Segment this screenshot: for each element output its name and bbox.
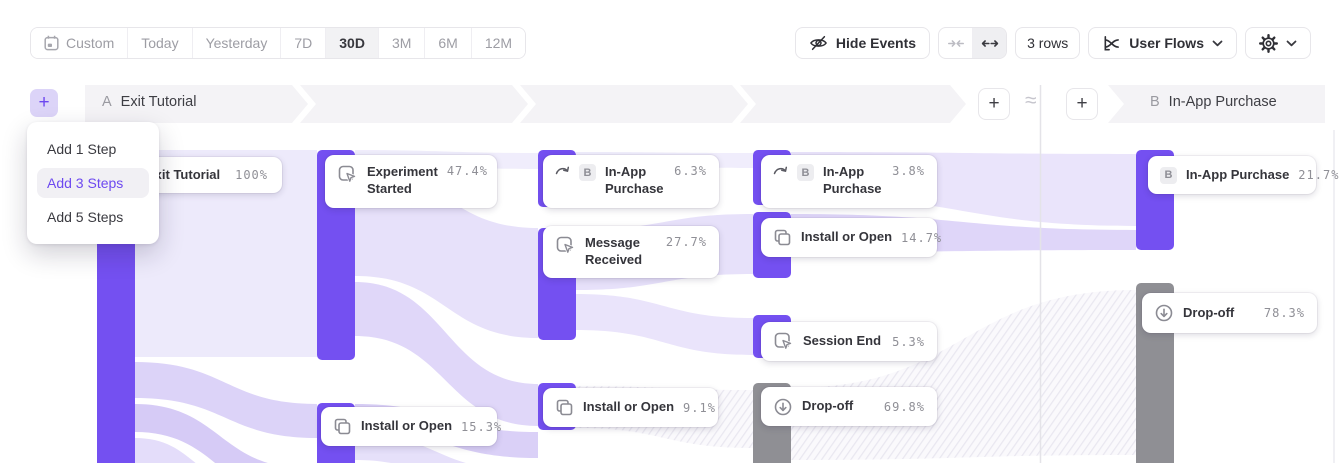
expand-columns-button[interactable] [972,28,1007,58]
date-range-label: Custom [66,35,115,51]
cursor-click-icon [555,235,576,256]
step-title: Exit Tutorial [120,94,197,110]
flow-node-experiment-started[interactable]: Experiment Started 47.4% [325,155,497,208]
menu-item-add-5-steps[interactable]: Add 5 Steps [47,209,124,225]
flows-chart-icon [1102,34,1121,53]
flow-node-in-app-purchase[interactable]: B In-App Purchase 21.7% [1148,156,1338,194]
redo-arrow-icon [555,164,570,177]
hide-events-button[interactable]: Hide Events [794,27,931,59]
event-b-badge: B [579,164,596,181]
date-range-yesterday[interactable]: Yesterday [191,28,281,58]
step-letter: B [1150,94,1160,110]
date-range-custom[interactable]: Custom [31,28,128,58]
flow-node-in-app-purchase[interactable]: B In-App Purchase 6.3% [543,155,719,208]
event-b-badge: B [797,164,814,181]
cursor-click-icon [337,164,358,185]
gear-icon [1259,33,1278,53]
view-selector-label: User Flows [1129,35,1204,51]
step-letter: A [102,94,112,110]
flow-node-install-or-open[interactable]: Install or Open 14.7% [761,218,941,257]
date-range-30d[interactable]: 30D [325,28,378,58]
drop-off-icon [773,397,793,417]
chevron-down-icon [1212,40,1223,47]
toolbar-right-group: Hide Events 3 rows [794,27,1311,59]
redo-arrow-icon [773,164,788,177]
flow-node-in-app-purchase[interactable]: B In-App Purchase 3.8% [761,155,937,208]
add-step-menu: Add 1 Step Add 3 Steps Add 5 Steps [27,122,159,244]
rows-button[interactable]: 3 rows [1015,27,1081,59]
collapse-columns-button[interactable] [939,28,972,58]
date-range-picker: Custom Today Yesterday 7D 30D 3M 6M 12M [30,27,527,59]
flow-node-session-end[interactable]: Session End 5.3% [761,322,937,361]
view-selector-button[interactable]: User Flows [1088,27,1237,59]
add-step-after-a-button[interactable]: + [978,88,1010,120]
add-step-button-active[interactable]: + [30,89,58,117]
cursor-click-icon [773,331,794,352]
flow-node-drop-off[interactable]: Drop-off 69.8% [761,387,937,426]
date-range-12m[interactable]: 12M [470,28,526,58]
step-header-a-title: A Exit Tutorial [102,94,196,110]
copy-icon [555,398,574,417]
arrows-expand-icon [981,38,999,49]
step-header-band-b[interactable] [1108,85,1325,123]
step-header-band-a[interactable] [85,85,966,123]
settings-button[interactable] [1245,27,1311,59]
menu-item-add-1-step[interactable]: Add 1 Step [47,141,117,157]
calendar-icon [44,35,59,51]
step-header-b-title: B In-App Purchase [1150,94,1277,110]
menu-item-add-3-steps[interactable]: Add 3 Steps [37,168,149,198]
step-title: In-App Purchase [1168,94,1277,110]
flow-node-install-or-open[interactable]: Install or Open 15.3% [321,407,501,446]
date-range-3m[interactable]: 3M [377,28,425,58]
copy-icon [773,228,792,247]
eye-off-icon [809,34,828,52]
rows-label: 3 rows [1027,35,1069,51]
date-range-today[interactable]: Today [127,28,192,58]
column-width-controls [938,27,1008,59]
add-step-before-b-button[interactable]: + [1066,88,1098,120]
chevron-down-icon [1286,40,1297,47]
flow-node-drop-off[interactable]: Drop-off 78.3% [1142,293,1317,333]
copy-icon [333,417,352,436]
date-range-6m[interactable]: 6M [424,28,471,58]
toolbar: Custom Today Yesterday 7D 30D 3M 6M 12M … [30,27,1311,59]
date-range-7d[interactable]: 7D [280,28,326,58]
flow-node-install-or-open[interactable]: Install or Open 9.1% [543,388,718,427]
event-b-badge: B [1160,166,1177,184]
section-break-symbol: ≈ [1025,89,1037,112]
drop-off-icon [1154,303,1174,323]
hide-events-label: Hide Events [835,35,917,51]
flow-node-message-received[interactable]: Message Received 27.7% [543,226,719,278]
arrows-collapse-icon [947,38,965,49]
